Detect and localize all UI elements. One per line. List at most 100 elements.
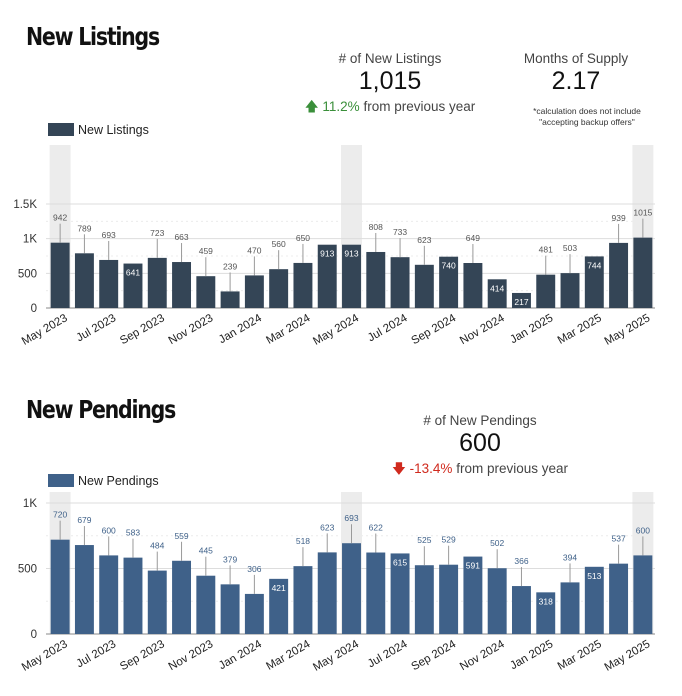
x-tick-label: Jan 2024	[217, 312, 265, 346]
data-label: 939	[611, 213, 625, 223]
data-label: 600	[102, 525, 116, 535]
y-tick-label: 500	[18, 564, 37, 576]
x-tick-label: May 2025	[603, 638, 653, 674]
bar	[633, 237, 653, 308]
legend-label: New Pendings	[78, 474, 159, 488]
data-label: 622	[369, 523, 383, 533]
data-label: 649	[466, 233, 480, 243]
x-tick-label: Mar 2025	[556, 312, 604, 347]
bar	[463, 556, 483, 634]
bar	[536, 592, 556, 634]
legend-label: New Listings	[78, 123, 149, 137]
x-tick-label: May 2025	[603, 312, 653, 348]
y-tick-label: 1K	[23, 234, 37, 246]
x-tick-label: Mar 2024	[264, 312, 313, 347]
data-label: 723	[150, 228, 164, 238]
x-tick-label: May 2024	[311, 312, 361, 348]
bar	[317, 552, 337, 634]
bar	[220, 584, 240, 634]
months-supply-kpi: Months of Supply 2.17	[500, 51, 652, 96]
data-label: 379	[223, 554, 237, 564]
x-tick-label: Mar 2025	[556, 638, 604, 673]
bar	[172, 560, 192, 634]
new-listings-change-pct: 11.2%	[322, 99, 360, 114]
bar	[99, 259, 119, 308]
new-listings-kpi-label: # of New Listings	[338, 51, 442, 66]
bar	[74, 253, 94, 308]
bar	[439, 256, 459, 308]
data-label: 459	[199, 246, 213, 256]
bar	[511, 586, 531, 634]
data-label: 740	[442, 261, 456, 271]
data-label: 663	[174, 232, 188, 242]
new-pendings-kpi-label: # of New Pendings	[423, 413, 537, 428]
y-tick-label: 500	[18, 268, 37, 280]
x-tick-label: May 2024	[311, 638, 361, 674]
bar	[487, 279, 507, 308]
x-tick-label: Sep 2023	[118, 638, 167, 673]
bar	[584, 256, 604, 308]
new-listings-kpi-value: 1,015	[358, 67, 422, 95]
data-label: 518	[296, 536, 310, 546]
x-tick-label: Nov 2023	[167, 638, 216, 673]
x-tick-label: Nov 2023	[167, 312, 216, 347]
bar	[560, 273, 580, 308]
bar	[560, 582, 580, 634]
bar	[269, 578, 289, 634]
data-label: 641	[126, 268, 140, 278]
supply-footnote: *calculation does not include "accepting…	[520, 106, 654, 128]
data-label: 239	[223, 261, 237, 271]
data-label: 693	[102, 230, 116, 240]
data-label: 217	[514, 297, 528, 307]
months-supply-kpi-label: Months of Supply	[523, 51, 629, 66]
new-pendings-change-suffix: from previous year	[456, 461, 568, 476]
data-label: 623	[320, 522, 334, 532]
x-tick-label: Nov 2024	[458, 638, 507, 673]
bar	[536, 274, 556, 308]
data-label: 537	[611, 534, 625, 544]
new-pendings-kpi-change: 🡇 -13.4% from previous year	[390, 459, 570, 482]
x-tick-label: Mar 2024	[264, 638, 313, 673]
data-label: 600	[636, 525, 650, 535]
arrow-down-icon: 🡇	[392, 461, 406, 476]
y-tick-label: 1K	[23, 498, 37, 510]
x-tick-label: Jan 2025	[508, 312, 555, 346]
data-label: 445	[199, 546, 213, 556]
data-label: 623	[417, 235, 431, 245]
bar	[220, 291, 240, 308]
bar	[269, 269, 289, 308]
legend-swatch	[48, 474, 74, 487]
x-tick-label: May 2023	[20, 638, 70, 674]
x-tick-label: Jul 2023	[75, 312, 119, 344]
x-tick-label: Sep 2024	[409, 312, 458, 347]
x-tick-label: Jul 2023	[75, 638, 119, 670]
new-pendings-kpi: # of New Pendings 600 🡇 -13.4% from prev…	[390, 413, 570, 482]
bar	[196, 276, 216, 308]
bar	[50, 539, 70, 634]
x-tick-label: May 2023	[20, 312, 70, 348]
new-listings-kpi: # of New Listings 1,015 🡅 11.2% from pre…	[300, 51, 480, 120]
data-label: 306	[247, 564, 261, 574]
data-label: 394	[563, 552, 577, 562]
bar	[74, 545, 94, 634]
data-label: 679	[77, 515, 91, 525]
data-label: 1015	[633, 208, 652, 218]
data-label: 414	[490, 283, 504, 293]
bar	[99, 555, 119, 634]
new-pendings-kpi-value: 600	[459, 429, 501, 457]
bar	[414, 565, 434, 634]
bar	[390, 257, 410, 308]
bar	[609, 563, 629, 634]
bar	[633, 555, 653, 634]
supply-footnote-line-1: *calculation does not include	[533, 106, 641, 116]
bar	[172, 262, 192, 308]
pendings-title: New Pendings	[26, 395, 176, 424]
data-label: 615	[393, 557, 407, 567]
data-label: 733	[393, 227, 407, 237]
new-listings-chart: 0 500 1K 1.5K 942 789 693 641 723 663 459 239 470 560…	[13, 123, 655, 348]
months-supply-kpi-value: 2.17	[551, 67, 601, 95]
data-label: 525	[417, 535, 431, 545]
data-label: 650	[296, 233, 310, 243]
y-tick-label: 0	[31, 303, 37, 315]
bar	[366, 251, 386, 308]
